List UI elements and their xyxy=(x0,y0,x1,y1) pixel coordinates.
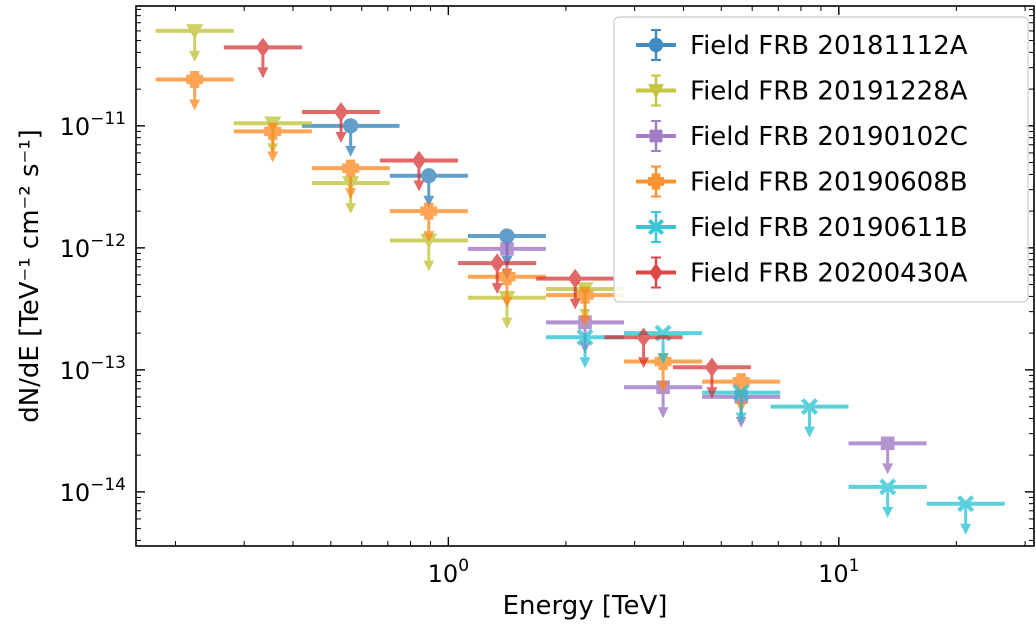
data-point xyxy=(333,102,349,122)
legend: Field FRB 20181112A Field FRB 20191228A Fi… xyxy=(613,16,1029,303)
data-point xyxy=(957,495,975,513)
data-point xyxy=(880,436,895,451)
upper-limit-arrow xyxy=(501,296,513,308)
legend-label: Field FRB 20190611B xyxy=(690,213,968,243)
data-point xyxy=(567,268,583,289)
plot-marks xyxy=(155,24,1005,535)
upper-limit-arrow xyxy=(579,315,591,327)
legend-label: Field FRB 20190608B xyxy=(690,168,968,198)
legend-item: Field FRB 20191228A xyxy=(636,74,968,107)
upper-limit-arrow xyxy=(345,188,357,200)
upper-limit-arrow xyxy=(423,260,435,272)
legend-label: Field FRB 20190102C xyxy=(690,122,968,152)
data-point xyxy=(500,242,514,256)
upper-limit-arrow xyxy=(638,357,650,369)
legend-marker xyxy=(649,129,663,143)
legend-swatch xyxy=(636,165,676,198)
legend-swatch xyxy=(636,256,676,289)
data-point xyxy=(499,228,515,244)
axes: 100 101 10−14 10−13 10−12 10−11 xyxy=(60,5,1035,588)
upper-limit-arrow xyxy=(569,298,581,310)
upper-limit-arrow xyxy=(501,317,513,329)
data-point xyxy=(704,357,720,378)
legend-marker xyxy=(648,37,664,53)
upper-limit-arrow xyxy=(882,463,894,475)
data-point xyxy=(420,202,438,220)
x-axis-label: Energy [TeV] xyxy=(503,591,668,621)
legend-label: Field FRB 20191228A xyxy=(690,77,968,107)
legend-swatch xyxy=(636,74,676,107)
data-point xyxy=(576,286,594,304)
upper-limit-arrow xyxy=(423,195,435,207)
series-5 xyxy=(223,37,751,399)
legend-marker xyxy=(648,84,664,99)
legend-label: Field FRB 20181112A xyxy=(690,31,968,61)
legend-marker xyxy=(649,263,663,282)
upper-limit-arrow xyxy=(882,506,894,518)
data-point xyxy=(801,398,819,416)
plot-frame xyxy=(135,5,1035,547)
data-point xyxy=(255,37,271,58)
upper-limit-arrow xyxy=(423,231,435,243)
legend-item: Field FRB 20190608B xyxy=(636,165,968,198)
legend-swatch xyxy=(636,211,676,243)
upper-limit-arrow xyxy=(335,131,347,143)
data-point xyxy=(342,118,359,134)
legend-item: Field FRB 20190102C xyxy=(636,120,968,152)
y-tick-label: 10−11 xyxy=(60,109,126,141)
data-point xyxy=(576,328,594,346)
data-point xyxy=(186,24,204,40)
data-point xyxy=(342,159,360,177)
data-point xyxy=(411,150,427,171)
upper-limit-arrow xyxy=(491,283,503,295)
legend-box xyxy=(613,16,1029,303)
upper-limit-arrow xyxy=(189,50,201,62)
legend-label: Field FRB 20200430A xyxy=(690,259,968,289)
upper-limit-arrow xyxy=(267,151,279,163)
legend-item: Field FRB 20200430A xyxy=(636,256,968,289)
upper-limit-arrow xyxy=(413,180,425,192)
legend-marker xyxy=(648,219,664,235)
upper-limit-arrow xyxy=(706,387,718,399)
data-point xyxy=(186,70,204,88)
x-tick-label: 100 xyxy=(428,556,469,588)
legend-swatch xyxy=(636,29,676,61)
legend-swatch xyxy=(636,120,676,152)
legend-item: Field FRB 20181112A xyxy=(636,29,968,61)
upper-limit-arrow xyxy=(345,145,357,157)
data-point xyxy=(264,122,282,140)
upper-limit-arrow xyxy=(657,381,669,393)
x-tick-label: 101 xyxy=(818,556,859,588)
data-point xyxy=(732,384,750,402)
data-point xyxy=(489,253,505,273)
upper-limit-arrow xyxy=(189,99,201,111)
data-point xyxy=(421,168,437,184)
legend-item: Field FRB 20190611B xyxy=(636,211,968,243)
y-tick-label: 10−13 xyxy=(60,353,126,385)
upper-limit-arrow xyxy=(657,407,669,419)
upper-limit-arrow xyxy=(345,203,357,215)
upper-limit-arrow xyxy=(579,357,591,369)
upper-limit-arrow xyxy=(657,353,669,365)
legend-marker xyxy=(648,173,664,190)
upper-limit-arrow xyxy=(804,426,816,438)
data-point xyxy=(498,268,516,286)
y-tick-label: 10−14 xyxy=(60,475,126,507)
series-4 xyxy=(545,324,1005,535)
upper-limit-arrow xyxy=(960,523,972,535)
data-point xyxy=(636,327,651,348)
y-tick-label: 10−12 xyxy=(60,231,126,263)
y-axis-label: dN/dE [TeV⁻¹ cm⁻² s⁻¹] xyxy=(15,129,45,423)
upper-limit-arrow xyxy=(735,412,747,424)
data-point xyxy=(879,478,897,496)
upper-limit-arrow xyxy=(257,67,269,79)
